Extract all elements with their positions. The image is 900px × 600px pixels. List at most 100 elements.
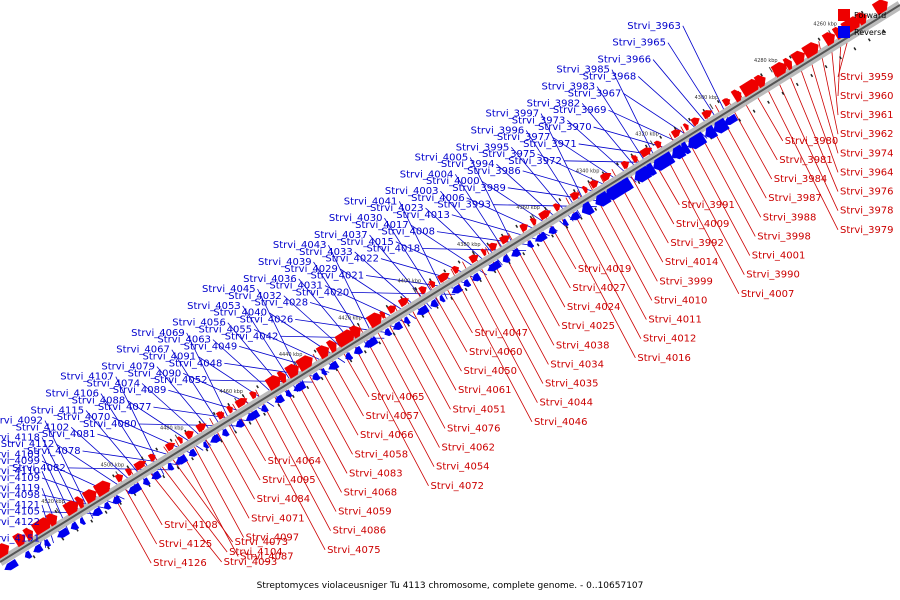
forward-gene-label[interactable]: Strvi_4083 — [349, 468, 403, 479]
reverse-gene-label[interactable]: Strvi_4003 — [385, 186, 439, 197]
reverse-gene-label[interactable]: Strvi_3969 — [553, 105, 607, 116]
forward-gene-label[interactable]: Strvi_4044 — [539, 398, 593, 409]
reverse-gene-label[interactable]: Strvi_4052 — [154, 375, 208, 386]
forward-gene-label[interactable]: Strvi_4057 — [366, 411, 420, 422]
forward-gene-label[interactable]: Strvi_4066 — [360, 430, 414, 441]
reverse-gene-label[interactable]: Strvi_3972 — [508, 156, 562, 167]
forward-gene-label[interactable]: Strvi_4010 — [654, 295, 708, 306]
forward-gene-label[interactable]: Strvi_3959 — [840, 72, 894, 83]
reverse-gene-label[interactable]: Strvi_4105 — [0, 507, 40, 518]
reverse-gene-label[interactable]: Strvi_3968 — [583, 71, 637, 82]
forward-gene-label[interactable]: Strvi_4046 — [534, 417, 588, 428]
forward-gene-label[interactable]: Strvi_4011 — [648, 315, 702, 326]
forward-gene-label[interactable]: Strvi_4064 — [268, 456, 322, 467]
forward-gene-label[interactable]: Strvi_3981 — [779, 155, 833, 166]
forward-gene-label[interactable]: Strvi_4027 — [572, 283, 626, 294]
forward-gene-label[interactable]: Strvi_4076 — [447, 423, 501, 434]
forward-gene-label[interactable]: Strvi_3979 — [840, 225, 894, 236]
forward-gene-label[interactable]: Strvi_4016 — [637, 353, 691, 364]
forward-gene-label[interactable]: Strvi_4075 — [327, 545, 381, 556]
reverse-gene-label[interactable]: Strvi_4055 — [199, 325, 253, 336]
forward-gene-label[interactable]: Strvi_4001 — [752, 251, 806, 262]
reverse-gene-label[interactable]: Strvi_4015 — [340, 237, 394, 248]
reverse-gene-label[interactable]: Strvi_4017 — [355, 220, 409, 231]
reverse-gene-label[interactable]: Strvi_4098 — [0, 490, 40, 501]
reverse-gene-label[interactable]: Strvi_3994 — [441, 159, 495, 170]
forward-gene-label[interactable]: Strvi_4014 — [665, 257, 719, 268]
forward-gene-label[interactable]: Strvi_3987 — [768, 193, 822, 204]
reverse-gene-label[interactable]: Strvi_3965 — [612, 38, 666, 49]
reverse-gene-label[interactable]: Strvi_4005 — [415, 152, 469, 163]
forward-gene-label[interactable]: Strvi_3980 — [785, 136, 839, 147]
forward-gene-label[interactable]: Strvi_4038 — [556, 340, 610, 351]
forward-gene-label[interactable]: Strvi_3998 — [757, 231, 811, 242]
forward-gene-label[interactable]: Strvi_3976 — [840, 187, 894, 198]
reverse-gene-label[interactable]: Strvi_4119 — [0, 483, 40, 494]
forward-gene-label[interactable]: Strvi_4058 — [355, 449, 409, 460]
reverse-gene-label[interactable]: Strvi_4000 — [426, 176, 480, 187]
reverse-gene-label[interactable]: Strvi_4037 — [314, 230, 368, 241]
reverse-gene-label[interactable]: Strvi_4151 — [0, 534, 40, 545]
reverse-gene-label[interactable]: Strvi_4067 — [116, 345, 170, 356]
forward-gene-label[interactable]: Strvi_4093 — [224, 557, 278, 568]
reverse-gene-label[interactable]: Strvi_3993 — [437, 200, 491, 211]
reverse-gene-label[interactable]: Strvi_3970 — [538, 122, 592, 133]
reverse-gene-label[interactable]: Strvi_4074 — [87, 378, 141, 389]
forward-gene-label[interactable]: Strvi_4125 — [159, 539, 213, 550]
reverse-gene-label[interactable]: Strvi_3997 — [486, 109, 540, 120]
reverse-gene-label[interactable]: Strvi_4118 — [0, 432, 40, 443]
reverse-gene-label[interactable]: Strvi_4080 — [83, 419, 137, 430]
forward-gene-label[interactable]: Strvi_4084 — [257, 494, 311, 505]
forward-gene-label[interactable]: Strvi_3984 — [774, 174, 828, 185]
forward-gene-label[interactable]: Strvi_4126 — [153, 558, 207, 569]
forward-gene-label[interactable]: Strvi_4072 — [431, 481, 485, 492]
forward-gene-label[interactable]: Strvi_4104 — [229, 547, 283, 558]
reverse-gene-label[interactable]: Strvi_4039 — [258, 257, 312, 268]
forward-gene-label[interactable]: Strvi_4035 — [545, 379, 599, 390]
reverse-gene-label[interactable]: Strvi_3973 — [512, 115, 566, 126]
reverse-gene-label[interactable]: Strvi_3982 — [527, 98, 581, 109]
forward-gene-label[interactable]: Strvi_3999 — [659, 276, 713, 287]
reverse-gene-label[interactable]: Strvi_4121 — [0, 500, 40, 511]
reverse-gene-label[interactable]: Strvi_4081 — [42, 429, 96, 440]
reverse-gene-label[interactable]: Strvi_3996 — [471, 125, 525, 136]
reverse-gene-label[interactable]: Strvi_4070 — [57, 412, 111, 423]
reverse-gene-label[interactable]: Strvi_3977 — [497, 132, 551, 143]
reverse-gene-label[interactable]: Strvi_3986 — [467, 166, 521, 177]
forward-gene-label[interactable]: Strvi_4024 — [567, 302, 621, 313]
forward-gene-label[interactable]: Strvi_4034 — [550, 359, 604, 370]
reverse-gene-label[interactable]: Strvi_4091 — [143, 351, 197, 362]
forward-gene-label[interactable]: Strvi_3988 — [763, 212, 817, 223]
reverse-gene-label[interactable]: Strvi_4069 — [131, 328, 185, 339]
forward-gene-label[interactable]: Strvi_4060 — [469, 347, 523, 358]
forward-gene-label[interactable]: Strvi_4061 — [458, 385, 512, 396]
reverse-gene-label[interactable]: Strvi_4109 — [0, 473, 40, 484]
reverse-gene-label[interactable]: Strvi_4032 — [228, 291, 282, 302]
forward-gene-label[interactable]: Strvi_3961 — [840, 110, 894, 121]
reverse-gene-label[interactable]: Strvi_4033 — [299, 247, 353, 258]
forward-gene-label[interactable]: Strvi_4025 — [561, 321, 615, 332]
forward-gene-label[interactable]: Strvi_3991 — [681, 200, 735, 211]
reverse-gene-label[interactable]: Strvi_4063 — [157, 335, 211, 346]
reverse-gene-label[interactable]: Strvi_4026 — [240, 314, 294, 325]
reverse-gene-label[interactable]: Strvi_4056 — [172, 318, 226, 329]
reverse-gene-label[interactable]: Strvi_3963 — [627, 21, 681, 32]
reverse-gene-label[interactable]: Strvi_3971 — [523, 139, 577, 150]
forward-gene-label[interactable]: Strvi_3962 — [840, 129, 894, 140]
reverse-gene-label[interactable]: Strvi_4043 — [273, 240, 327, 251]
reverse-gene-label[interactable]: Strvi_4042 — [225, 331, 279, 342]
forward-gene-label[interactable]: Strvi_4051 — [452, 404, 506, 415]
forward-gene-label[interactable]: Strvi_4065 — [371, 392, 425, 403]
reverse-gene-label[interactable]: Strvi_4053 — [187, 301, 241, 312]
reverse-gene-label[interactable]: Strvi_4004 — [400, 169, 454, 180]
reverse-gene-label[interactable]: Strvi_4115 — [31, 405, 85, 416]
forward-gene-label[interactable]: Strvi_3978 — [840, 206, 894, 217]
forward-gene-label[interactable]: Strvi_4068 — [344, 487, 398, 498]
reverse-gene-label[interactable]: Strvi_4023 — [370, 203, 424, 214]
reverse-gene-label[interactable]: Strvi_4036 — [243, 274, 297, 285]
reverse-gene-label[interactable]: Strvi_4040 — [213, 308, 267, 319]
reverse-gene-label[interactable]: Strvi_4021 — [311, 271, 365, 282]
forward-gene-label[interactable]: Strvi_4019 — [578, 264, 632, 275]
reverse-gene-label[interactable]: Strvi_4048 — [169, 358, 223, 369]
reverse-gene-label[interactable]: Strvi_4078 — [27, 446, 81, 457]
